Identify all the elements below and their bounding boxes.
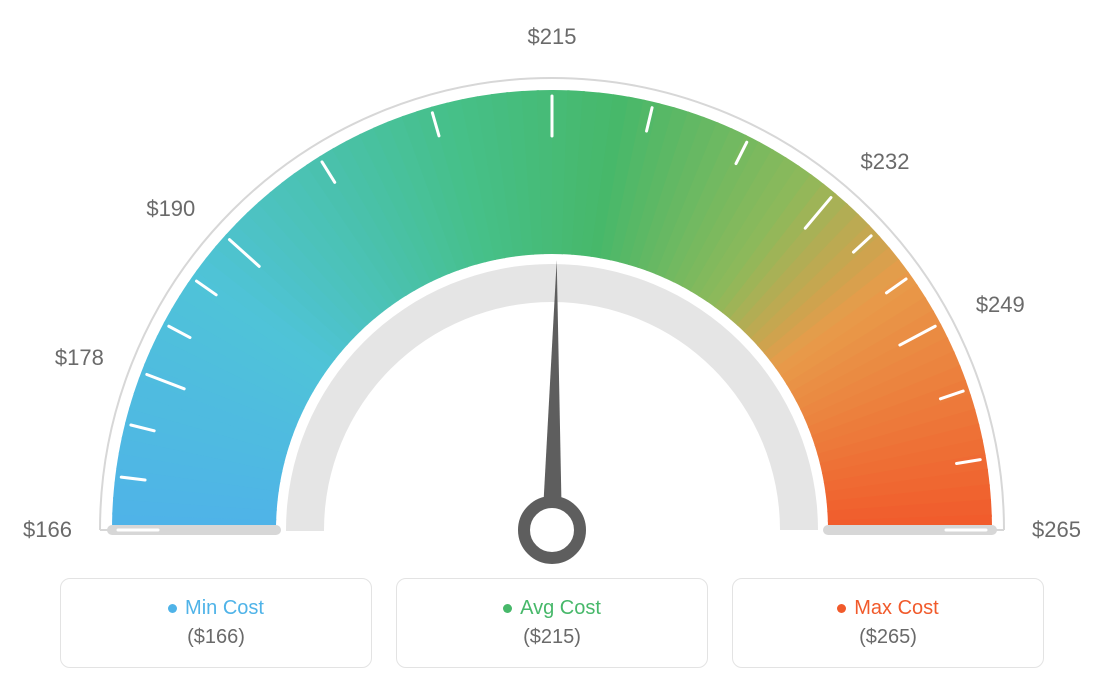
gauge-container (42, 10, 1062, 575)
gauge-tick-label: $265 (1032, 517, 1081, 543)
legend-card-avg: Avg Cost ($215) (396, 578, 708, 668)
gauge-tick-label: $232 (861, 149, 910, 175)
gauge-tick-label: $215 (528, 24, 577, 50)
legend-label-max: Max Cost (837, 597, 938, 620)
legend-dot-max (837, 604, 846, 613)
gauge-tick-label: $190 (146, 196, 195, 222)
legend-card-max: Max Cost ($265) (732, 578, 1044, 668)
legend-value-min: ($166) (187, 626, 245, 649)
legend-value-avg: ($215) (523, 626, 581, 649)
cost-gauge-stage: $166 $178 $190 $215 $232 $249 $265 Min Cost ($… (0, 0, 1104, 690)
gauge-tick-label: $166 (23, 517, 72, 543)
gauge-tick-label: $249 (976, 292, 1025, 318)
legend-label-min: Min Cost (168, 597, 264, 620)
gauge-tick-label: $178 (55, 345, 104, 371)
legend-label-avg: Avg Cost (503, 597, 601, 620)
legend-card-min: Min Cost ($166) (60, 578, 372, 668)
legend-text-avg: Avg Cost (520, 597, 601, 620)
gauge-svg (42, 10, 1062, 570)
legend-dot-min (168, 604, 177, 613)
legend-text-min: Min Cost (185, 597, 264, 620)
legend-dot-avg (503, 604, 512, 613)
legend-text-max: Max Cost (854, 597, 938, 620)
legend-row: Min Cost ($166) Avg Cost ($215) Max Cost… (0, 578, 1104, 668)
legend-value-max: ($265) (859, 626, 917, 649)
